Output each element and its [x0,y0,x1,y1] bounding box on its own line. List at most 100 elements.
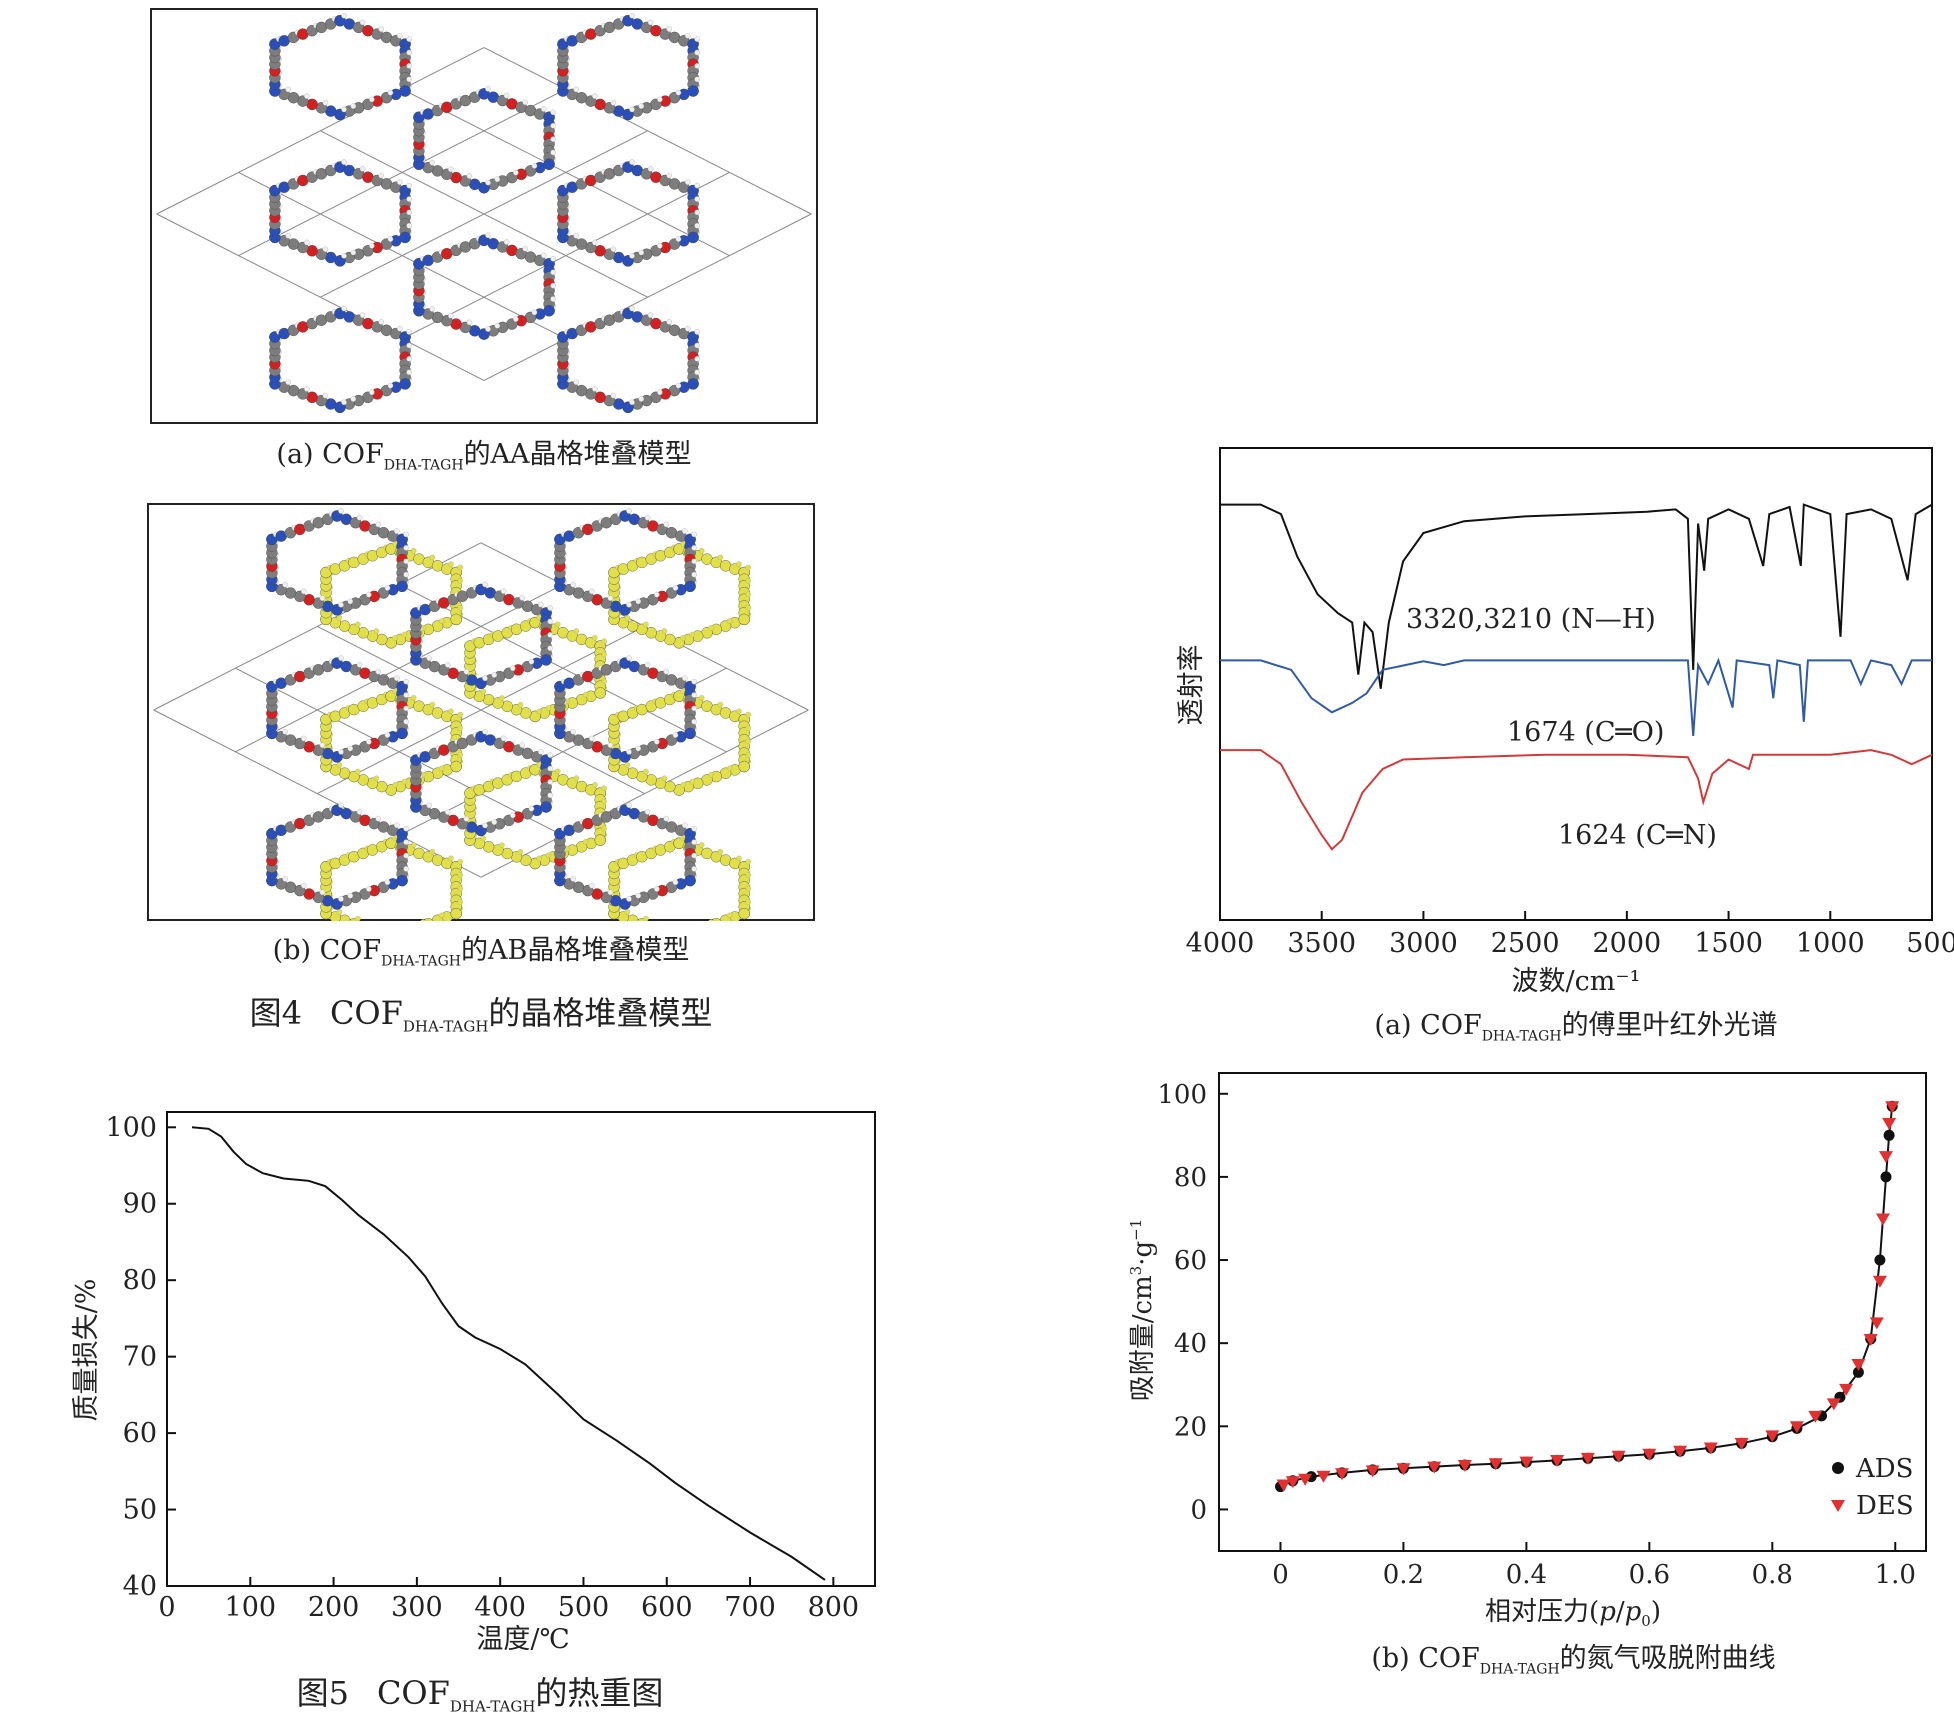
ftir-annotation-nh: 3320,3210 (N—H) [1406,604,1656,635]
tga-ytick-label: 100 [105,1112,157,1143]
bet-xtick-label: 0 [1272,1560,1289,1590]
bet-des-point [1789,1421,1804,1434]
bet-des-point [1839,1383,1854,1396]
bet-ytick-label: 80 [1174,1163,1207,1193]
bet-ads-point [1874,1254,1886,1266]
tga-series-0 [191,1126,826,1581]
tga-chart: 0 100 200 300 400 500 600 700 800 40 50 60 70 80 90 100… [71,1111,876,1655]
bet-des-point [1550,1455,1565,1467]
caption-ab: (b) COFDHA-TAGH的AB晶格堆叠模型 [272,935,690,970]
bet-xlabel: 相对压力(p/p0) [1485,1597,1661,1630]
bet-des-point [1808,1410,1823,1423]
cof-framework-layer [269,12,700,413]
bet-panel: 0 0.2 0.4 0.6 0.8 1.0 0 20 40 60 80 100 ADS DES 吸附量… [1115,1060,1954,1630]
tga-ytick-label: 60 [123,1418,157,1449]
legend-ads-marker [1832,1462,1844,1474]
bet-des-point [1872,1275,1887,1288]
bet-des-point [1427,1461,1442,1474]
bet-ads-point [1883,1129,1895,1141]
bet-des-point [1851,1359,1866,1371]
tga-panel: 0 100 200 300 400 500 600 700 800 40 50 60 70 80 90 100… [65,1100,895,1655]
bet-des-point [1519,1456,1534,1469]
bet-des-point [1869,1317,1884,1330]
bet-des-point [1642,1448,1657,1461]
caption-bet: (b) COFDHA-TAGH的氮气吸脱附曲线 [1371,1643,1776,1678]
bet-des-point [1396,1463,1411,1476]
tga-xtick-label: 0 [158,1592,175,1623]
bet-plot-frame [1218,1072,1927,1552]
tga-ylabel: 质量损失/% [71,1279,102,1422]
bet-ytick-label: 40 [1174,1329,1207,1359]
bet-xtick-label: 1.0 [1875,1560,1916,1590]
ftir-xtick-label: 3500 [1287,928,1356,959]
bet-des-point [1734,1437,1749,1450]
ftir-plot-frame [1219,447,1933,921]
bet-des-point [1611,1450,1626,1463]
bet-des-point [1673,1445,1688,1458]
bet-des-point [1882,1117,1897,1130]
ftir-xlabel: 波数/cm⁻¹ [1512,966,1641,997]
bet-des-point [1580,1452,1595,1465]
bet-des-point [1876,1213,1890,1226]
tga-xtick-label: 500 [558,1592,610,1623]
bet-xtick-label: 0.2 [1383,1560,1424,1590]
ab-model-image [147,503,815,943]
bet-ytick-label: 20 [1174,1412,1207,1442]
ftir-annotation-co: 1674 (C═O) [1507,717,1664,748]
tga-ytick-label: 70 [123,1342,157,1373]
legend-ads-label: ADS [1855,1454,1913,1484]
tga-ytick-label: 50 [123,1495,157,1526]
unit-cell-grid [156,47,812,381]
tga-xtick-label: 300 [391,1592,443,1623]
bet-des-point [1335,1468,1349,1481]
bet-des-point [1488,1458,1503,1471]
ftir-xtick-label: 1000 [1796,928,1865,959]
bet-des-point [1863,1334,1878,1346]
bet-ytick-label: 0 [1190,1495,1207,1525]
aa-model-image [150,8,818,424]
ftir-chart: 4000 3500 3000 2500 2000 1500 1000 500 3320,321… [1176,447,1954,997]
legend-des-label: DES [1856,1491,1914,1521]
bet-ads-point [1880,1171,1892,1183]
bet-des-point [1885,1101,1900,1114]
ftir-panel: 4000 3500 3000 2500 2000 1500 1000 500 3320,321… [1170,440,1954,1000]
ftir-series-1 [1220,657,1932,736]
tga-xlabel: 温度/℃ [476,1624,569,1650]
tga-ytick-label: 90 [123,1189,157,1220]
bet-des-point [1826,1398,1841,1411]
bet-ylabel: 吸附量/cm3·g−1 [1127,1219,1158,1402]
ftir-annotation-cn: 1624 (C═N) [1558,820,1717,851]
figure-5-title: 图5 COFDHA-TAGH的热重图 [296,1674,664,1716]
ftir-series-0 [1220,503,1933,689]
ftir-ylabel: 透射率 [1176,645,1207,726]
tga-ytick-label: 40 [123,1571,157,1602]
aa-model-panel [150,8,818,424]
unit-cell-grid [153,542,809,878]
ftir-xtick-label: 2000 [1592,928,1661,959]
tga-xtick-label: 100 [225,1592,277,1623]
bet-des-point [1457,1460,1472,1472]
ftir-xtick-label: 1500 [1694,928,1763,959]
bet-ytick-label: 100 [1157,1080,1207,1110]
caption-ftir: (a) COFDHA-TAGH的傅里叶红外光谱 [1374,1010,1778,1045]
tga-plot-frame [166,1111,876,1587]
tga-ytick-label: 80 [123,1265,157,1296]
bet-ads-point [1852,1366,1864,1378]
legend-des-marker [1831,1500,1845,1512]
bet-des-point [1703,1442,1718,1455]
bet-des-point [1316,1470,1331,1483]
bet-des-point [1765,1430,1780,1443]
caption-aa: (a) COFDHA-TAGH的AA晶格堆叠模型 [276,439,692,474]
bet-xtick-label: 0.4 [1506,1560,1547,1590]
bet-des-point [1285,1476,1300,1489]
figure-4-title: 图4 COFDHA-TAGH的晶格堆叠模型 [249,994,713,1036]
ftir-xtick-label: 500 [1906,928,1954,959]
tga-xtick-label: 700 [724,1592,776,1623]
bet-xtick-label: 0.6 [1629,1560,1670,1590]
ftir-xtick-label: 3000 [1389,928,1458,959]
tga-xtick-label: 600 [641,1592,693,1623]
bet-des-point [1879,1151,1893,1164]
bet-legend: ADS DES [1831,1454,1914,1521]
ftir-xtick-label: 4000 [1186,928,1255,959]
ab-model-panel [147,503,815,943]
